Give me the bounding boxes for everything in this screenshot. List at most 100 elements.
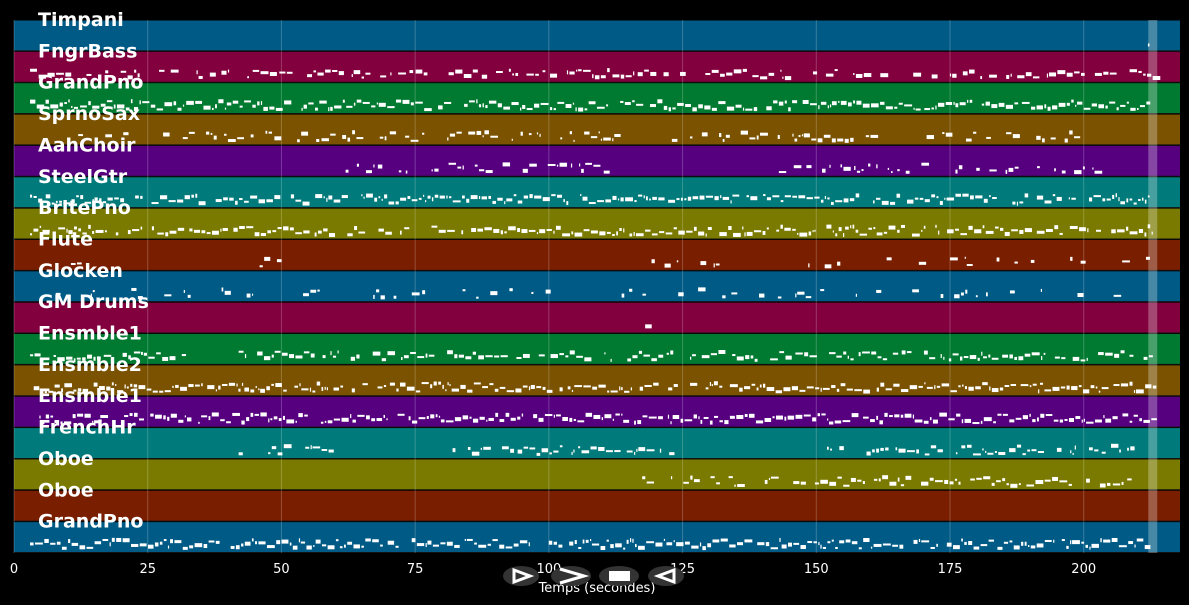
note <box>378 102 386 107</box>
note <box>550 354 558 359</box>
note <box>92 290 95 293</box>
note <box>1026 484 1035 487</box>
play-button[interactable] <box>503 566 539 586</box>
note <box>732 194 740 197</box>
stop-button[interactable] <box>599 566 639 586</box>
note <box>1041 356 1043 361</box>
note <box>1101 451 1106 454</box>
note <box>1144 545 1151 550</box>
note <box>1129 198 1133 201</box>
note <box>574 385 582 388</box>
note <box>646 449 655 452</box>
note <box>955 169 958 174</box>
note <box>1030 545 1036 549</box>
note <box>1032 76 1040 79</box>
note <box>775 390 783 394</box>
note <box>321 544 327 547</box>
note <box>1091 543 1099 548</box>
note <box>93 382 98 387</box>
note <box>466 538 473 541</box>
note <box>619 386 621 391</box>
note <box>411 420 418 424</box>
note <box>134 69 137 73</box>
note <box>839 540 845 544</box>
note <box>227 69 230 73</box>
note <box>976 477 982 480</box>
note <box>632 100 635 103</box>
note <box>241 382 244 386</box>
note <box>1147 224 1151 229</box>
note <box>756 135 759 140</box>
track-notes <box>345 162 1103 175</box>
note <box>499 419 505 423</box>
note <box>1070 450 1072 454</box>
note <box>900 414 904 418</box>
note <box>1004 384 1010 387</box>
note <box>1133 389 1136 393</box>
note <box>133 106 139 111</box>
forward-button[interactable] <box>551 566 591 586</box>
note <box>1106 198 1111 201</box>
track-notes <box>40 287 1122 300</box>
note <box>814 482 819 485</box>
note <box>398 72 406 75</box>
note <box>820 544 822 549</box>
note <box>400 197 407 201</box>
note <box>879 420 883 425</box>
note <box>1021 541 1024 546</box>
note <box>1016 444 1022 448</box>
note <box>165 232 169 237</box>
note <box>277 227 282 230</box>
note <box>770 547 778 550</box>
note <box>1027 545 1030 548</box>
note <box>728 226 732 231</box>
note <box>594 75 600 80</box>
note <box>376 289 380 293</box>
note <box>1146 101 1151 105</box>
note <box>304 414 308 417</box>
note <box>1145 384 1152 389</box>
note <box>92 198 94 201</box>
note <box>102 538 109 541</box>
note <box>968 386 974 391</box>
note <box>536 452 541 456</box>
note <box>1133 414 1138 417</box>
note <box>79 545 86 550</box>
note <box>858 352 861 357</box>
playhead[interactable] <box>1148 20 1158 553</box>
note <box>710 353 718 356</box>
note <box>555 225 561 230</box>
note <box>853 73 855 76</box>
note <box>346 105 353 108</box>
note <box>832 230 834 233</box>
note <box>39 415 41 419</box>
note <box>350 356 355 361</box>
note <box>834 69 838 72</box>
note <box>513 194 517 197</box>
note <box>209 72 216 77</box>
note <box>916 449 919 454</box>
note <box>449 196 452 199</box>
note <box>936 385 941 388</box>
note <box>485 170 493 174</box>
note <box>973 131 977 134</box>
note <box>386 418 388 421</box>
note <box>873 543 882 547</box>
note <box>424 108 432 112</box>
playback-controls[interactable] <box>503 566 684 586</box>
note <box>335 539 339 542</box>
note <box>1052 476 1059 481</box>
note <box>317 72 324 76</box>
note <box>941 383 950 387</box>
note <box>111 537 115 542</box>
note <box>1009 290 1015 294</box>
track-notes <box>30 350 1153 363</box>
note <box>948 358 952 362</box>
note <box>307 74 313 78</box>
note <box>703 416 709 419</box>
note <box>753 107 758 112</box>
rewind-button[interactable] <box>648 566 684 586</box>
note <box>1036 105 1043 110</box>
note <box>855 73 863 78</box>
note <box>791 386 799 391</box>
